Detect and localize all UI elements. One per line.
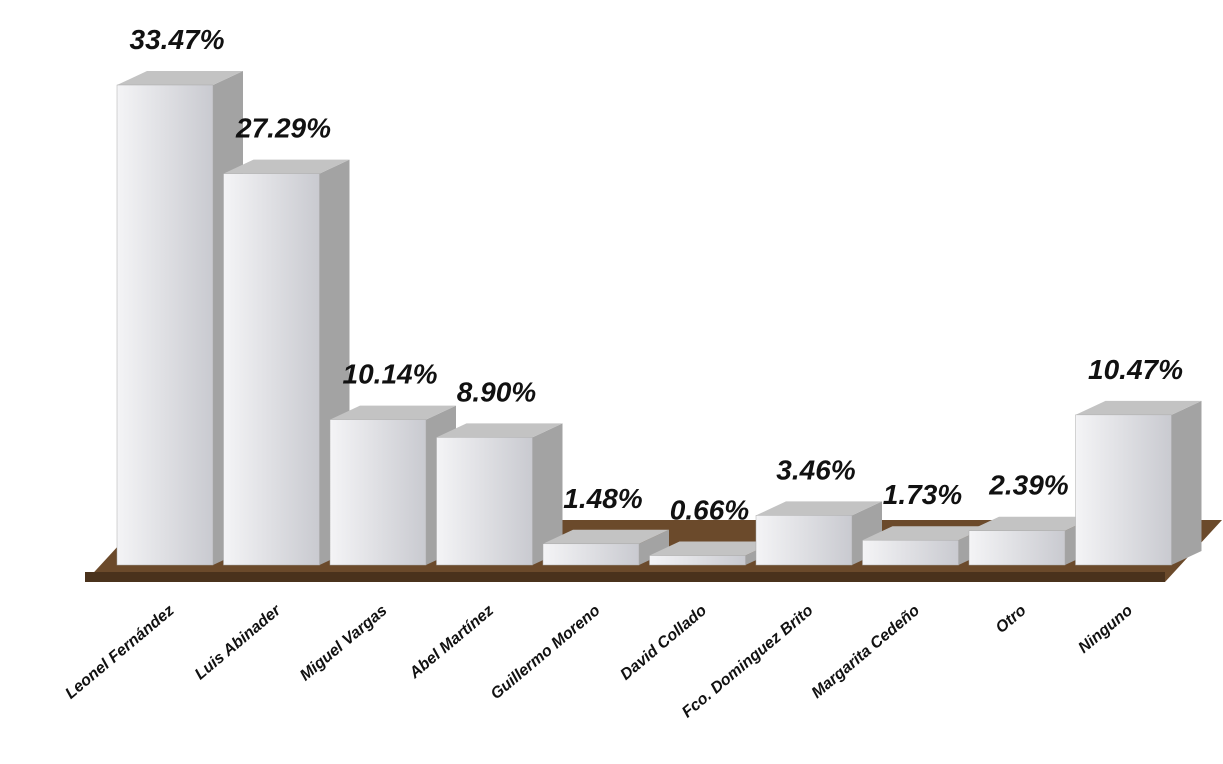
x-tick-label: Leonel Fernández	[62, 602, 177, 702]
bar	[756, 515, 852, 565]
value-label: 10.47%	[1088, 354, 1183, 385]
x-tick-label: Ninguno	[1075, 602, 1136, 657]
bar	[224, 174, 320, 565]
value-label: 3.46%	[776, 454, 855, 485]
bar	[437, 437, 533, 565]
value-label: 2.39%	[988, 470, 1068, 501]
value-label: 27.29%	[235, 113, 331, 144]
x-tick-label: David Collado	[617, 602, 710, 684]
bar	[330, 420, 426, 565]
x-tick-label: Luis Abinader	[192, 602, 285, 684]
value-label: 8.90%	[457, 376, 536, 407]
x-tick-label: Miguel Vargas	[297, 602, 391, 684]
bar	[117, 85, 213, 565]
bars: 33.47% Leonel Fernández 27.29% Luis Abinade…	[62, 24, 1201, 721]
x-tick-label: Margarita Cedeño	[809, 602, 924, 702]
x-tick-label: Guillermo Moreno	[488, 602, 604, 703]
x-tick-label: Abel Martínez	[406, 602, 497, 683]
x-tick-label: Otro	[993, 602, 1030, 637]
chart: 33.47% Leonel Fernández 27.29% Luis Abinade…	[0, 0, 1223, 764]
value-label: 33.47%	[130, 24, 225, 55]
value-label: 1.48%	[563, 483, 642, 514]
bar	[969, 531, 1065, 565]
bar	[650, 556, 746, 565]
value-label: 10.14%	[343, 359, 438, 390]
floor-edge	[85, 572, 1165, 582]
bar	[543, 544, 639, 565]
value-label: 1.73%	[883, 479, 962, 510]
value-label: 0.66%	[670, 495, 749, 526]
bar	[1076, 415, 1172, 565]
bar	[863, 540, 959, 565]
bar-side	[1172, 401, 1202, 565]
